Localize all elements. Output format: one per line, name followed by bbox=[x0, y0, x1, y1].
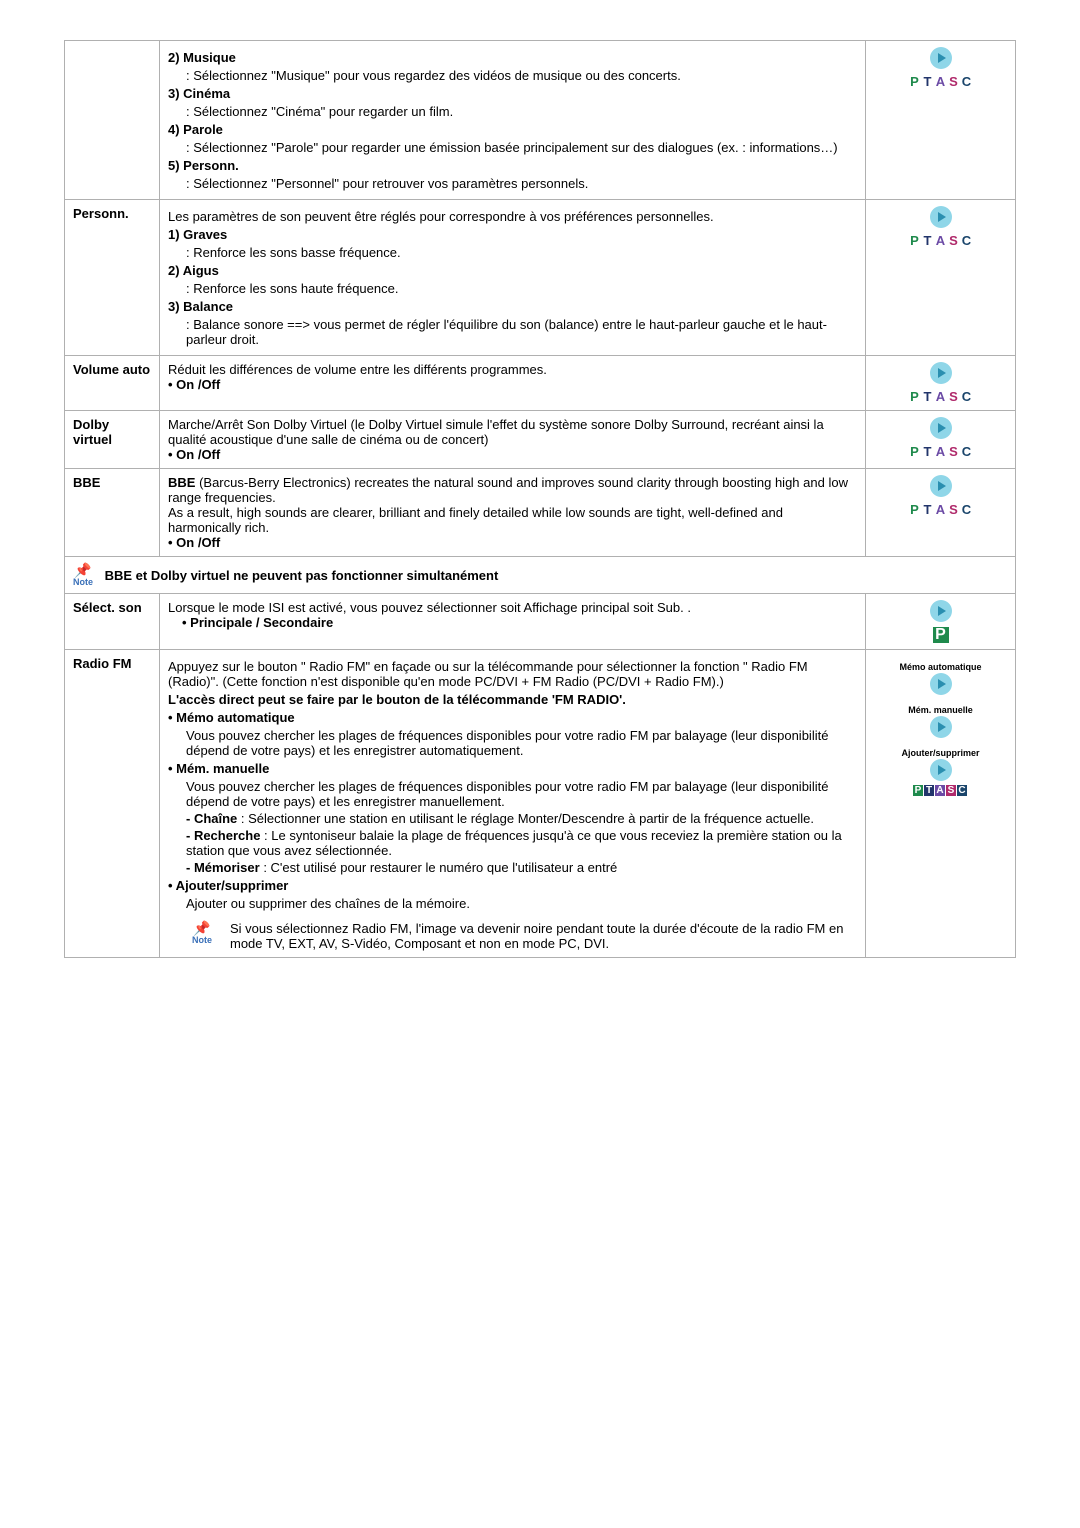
play-icon bbox=[930, 475, 952, 497]
cell-icon: PTASC bbox=[866, 469, 1016, 557]
ajout-desc: Ajouter ou supprimer des chaînes de la m… bbox=[168, 896, 857, 911]
label-select-son: Sélect. son bbox=[65, 594, 160, 650]
cell-icon: PTASC bbox=[866, 200, 1016, 356]
cell-icon: PTASC bbox=[866, 411, 1016, 469]
mode-desc: : Sélectionnez "Cinéma" pour regarder un… bbox=[168, 104, 857, 119]
mode-desc: : Sélectionnez "Musique" pour vous regar… bbox=[168, 68, 857, 83]
play-icon bbox=[930, 600, 952, 622]
mode-title: 2) Musique bbox=[168, 50, 236, 65]
play-icon bbox=[930, 716, 952, 738]
note-icon: 📌 Note bbox=[73, 563, 93, 587]
p-badge-icon: P bbox=[933, 627, 949, 642]
mem-man-sub3: - Mémoriser : C'est utilisé pour restaur… bbox=[168, 860, 857, 875]
label-bbe: BBE bbox=[65, 469, 160, 557]
mode-title: 5) Personn. bbox=[168, 158, 239, 173]
dolby-text: Marche/Arrêt Son Dolby Virtuel (le Dolby… bbox=[168, 417, 824, 447]
memo-auto-title: • Mémo automatique bbox=[168, 710, 857, 725]
item-desc: : Renforce les sons basse fréquence. bbox=[168, 245, 857, 260]
play-icon bbox=[930, 673, 952, 695]
mem-man-sub2: - Recherche : Le syntoniseur balaie la p… bbox=[168, 828, 857, 858]
row-select-son: Sélect. son Lorsque le mode ISI est acti… bbox=[65, 594, 1016, 650]
mem-man-desc: Vous pouvez chercher les plages de fréqu… bbox=[168, 779, 857, 809]
row-volume-auto: Volume auto Réduit les différences de vo… bbox=[65, 356, 1016, 411]
row-bbe: BBE BBE (Barcus-Berry Electronics) recre… bbox=[65, 469, 1016, 557]
cell-icon: P bbox=[866, 594, 1016, 650]
side-memo-auto: Mémo automatique bbox=[874, 662, 1007, 672]
play-icon bbox=[930, 206, 952, 228]
item-title: 3) Balance bbox=[168, 299, 233, 314]
row-radio-fm: Radio FM Appuyez sur le bouton " Radio F… bbox=[65, 650, 1016, 958]
sub-text: : Le syntoniseur balaie la plage de fréq… bbox=[186, 828, 842, 858]
label-volauto: Volume auto bbox=[65, 356, 160, 411]
memo-auto-desc: Vous pouvez chercher les plages de fréqu… bbox=[168, 728, 857, 758]
bbe-text2: As a result, high sounds are clearer, br… bbox=[168, 505, 783, 535]
ajout-title: • Ajouter/supprimer bbox=[168, 878, 857, 893]
item-title: 1) Graves bbox=[168, 227, 227, 242]
radio-access: L'accès direct peut se faire par le bout… bbox=[168, 692, 857, 707]
play-icon bbox=[930, 47, 952, 69]
cell-personn-desc: Les paramètres de son peuvent être réglé… bbox=[160, 200, 866, 356]
cell-note: 📌 Note BBE et Dolby virtuel ne peuvent p… bbox=[65, 557, 1016, 594]
mode-title: 4) Parole bbox=[168, 122, 223, 137]
cell-icon-radio: Mémo automatique Mém. manuelle Ajouter/s… bbox=[866, 650, 1016, 958]
play-icon bbox=[930, 362, 952, 384]
cell-bbe-desc: BBE (Barcus-Berry Electronics) recreates… bbox=[160, 469, 866, 557]
personn-intro: Les paramètres de son peuvent être réglé… bbox=[168, 209, 857, 224]
row-dolby: Dolby virtuel Marche/Arrêt Son Dolby Vir… bbox=[65, 411, 1016, 469]
side-ajout: Ajouter/supprimer bbox=[874, 748, 1007, 758]
cell-select-desc: Lorsque le mode ISI est activé, vous pou… bbox=[160, 594, 866, 650]
label-dolby: Dolby virtuel bbox=[65, 411, 160, 469]
mode-desc: : Sélectionnez "Personnel" pour retrouve… bbox=[168, 176, 857, 191]
mode-title: 3) Cinéma bbox=[168, 86, 230, 101]
radio-side-labels: Mémo automatique Mém. manuelle Ajouter/s… bbox=[874, 662, 1007, 796]
play-icon bbox=[930, 759, 952, 781]
mem-man-sub1: - Chaîne : Sélectionner une station en u… bbox=[168, 811, 857, 826]
row-sound-modes: 2) Musique : Sélectionnez "Musique" pour… bbox=[65, 41, 1016, 200]
side-mem-man: Mém. manuelle bbox=[874, 705, 1007, 715]
cell-volauto-desc: Réduit les différences de volume entre l… bbox=[160, 356, 866, 411]
item-desc: : Renforce les sons haute fréquence. bbox=[168, 281, 857, 296]
cell-dolby-desc: Marche/Arrêt Son Dolby Virtuel (le Dolby… bbox=[160, 411, 866, 469]
label-personn: Personn. bbox=[65, 200, 160, 356]
cell-icon: PTASC bbox=[866, 356, 1016, 411]
bbe-text1: (Barcus-Berry Electronics) recreates the… bbox=[168, 475, 848, 505]
note-text: BBE et Dolby virtuel ne peuvent pas fonc… bbox=[105, 568, 499, 583]
select-text: Lorsque le mode ISI est activé, vous pou… bbox=[168, 600, 691, 615]
sub-text: : Sélectionner une station en utilisant … bbox=[237, 811, 814, 826]
mode-desc: : Sélectionnez "Parole" pour regarder un… bbox=[168, 140, 857, 155]
row-personn: Personn. Les paramètres de son peuvent ê… bbox=[65, 200, 1016, 356]
play-icon bbox=[930, 417, 952, 439]
radio-inner-note: 📌 Note Si vous sélectionnez Radio FM, l'… bbox=[168, 921, 857, 951]
cell-sound-modes-desc: 2) Musique : Sélectionnez "Musique" pour… bbox=[160, 41, 866, 200]
sub-lead: - Mémoriser bbox=[186, 860, 260, 875]
cell-label-empty bbox=[65, 41, 160, 200]
dolby-opt: • On /Off bbox=[168, 447, 220, 462]
bbe-opt: • On /Off bbox=[168, 535, 220, 550]
label-radio: Radio FM bbox=[65, 650, 160, 958]
volauto-text: Réduit les différences de volume entre l… bbox=[168, 362, 547, 377]
radio-note-text: Si vous sélectionnez Radio FM, l'image v… bbox=[230, 921, 857, 951]
cell-radio-desc: Appuyez sur le bouton " Radio FM" en faç… bbox=[160, 650, 866, 958]
sub-lead: - Recherche bbox=[186, 828, 260, 843]
sub-lead: - Chaîne bbox=[186, 811, 237, 826]
settings-table: 2) Musique : Sélectionnez "Musique" pour… bbox=[64, 40, 1016, 958]
select-opt: • Principale / Secondaire bbox=[168, 615, 333, 630]
sub-text: : C'est utilisé pour restaurer le numéro… bbox=[260, 860, 618, 875]
volauto-opt: • On /Off bbox=[168, 377, 220, 392]
note-icon: 📌 Note bbox=[192, 921, 212, 945]
item-desc: : Balance sonore ==> vous permet de régl… bbox=[168, 317, 857, 347]
cell-icon: PTASC bbox=[866, 41, 1016, 200]
item-title: 2) Aigus bbox=[168, 263, 219, 278]
bbe-lead: BBE bbox=[168, 475, 195, 490]
mem-man-title: • Mém. manuelle bbox=[168, 761, 857, 776]
radio-intro: Appuyez sur le bouton " Radio FM" en faç… bbox=[168, 659, 857, 689]
row-note-bbe-dolby: 📌 Note BBE et Dolby virtuel ne peuvent p… bbox=[65, 557, 1016, 594]
